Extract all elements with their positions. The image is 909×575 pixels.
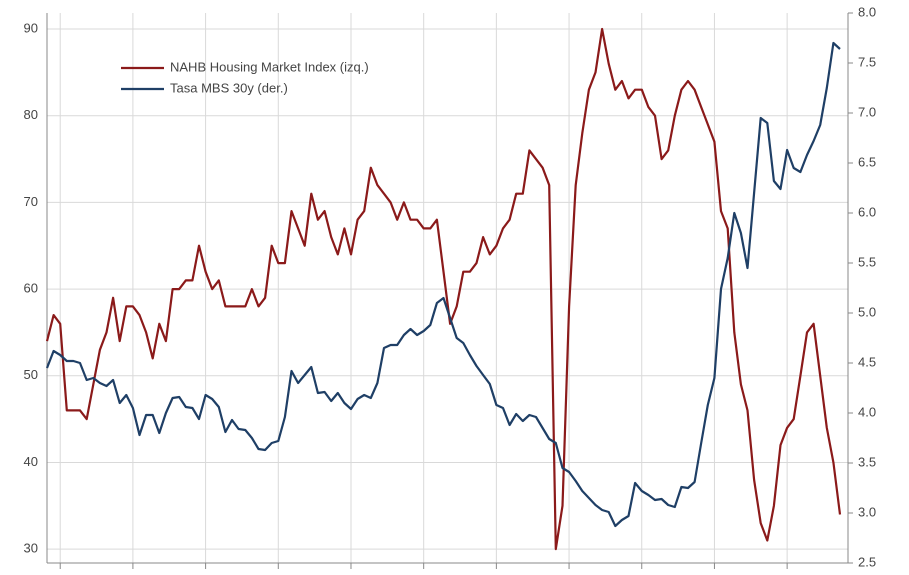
y2-tick-label: 7.5 xyxy=(858,54,876,69)
y2-tick-label: 7.0 xyxy=(858,104,876,119)
y-tick-label: 70 xyxy=(24,194,38,209)
y-tick-label: 30 xyxy=(24,541,38,556)
legend-label: NAHB Housing Market Index (izq.) xyxy=(170,59,369,74)
y-tick-label: 80 xyxy=(24,107,38,122)
y2-tick-label: 3.0 xyxy=(858,504,876,519)
y2-tick-label: 4.0 xyxy=(858,404,876,419)
line-series xyxy=(45,27,842,551)
y2-tick-label: 5.5 xyxy=(858,254,876,269)
y-tick-label: 50 xyxy=(24,367,38,382)
y2-tick-label: 4.5 xyxy=(858,354,876,369)
line-series xyxy=(45,41,841,528)
y2-tick-label: 6.5 xyxy=(858,154,876,169)
y2-tick-label: 3.5 xyxy=(858,454,876,469)
y-tick-label: 60 xyxy=(24,281,38,296)
y2-tick-label: 2.5 xyxy=(858,554,876,569)
y-tick-label: 40 xyxy=(24,454,38,469)
y2-tick-label: 6.0 xyxy=(858,204,876,219)
y2-tick-label: 5.0 xyxy=(858,304,876,319)
y2-tick-label: 8.0 xyxy=(858,4,876,19)
y-tick-label: 90 xyxy=(24,20,38,35)
legend-label: Tasa MBS 30y (der.) xyxy=(170,80,288,95)
